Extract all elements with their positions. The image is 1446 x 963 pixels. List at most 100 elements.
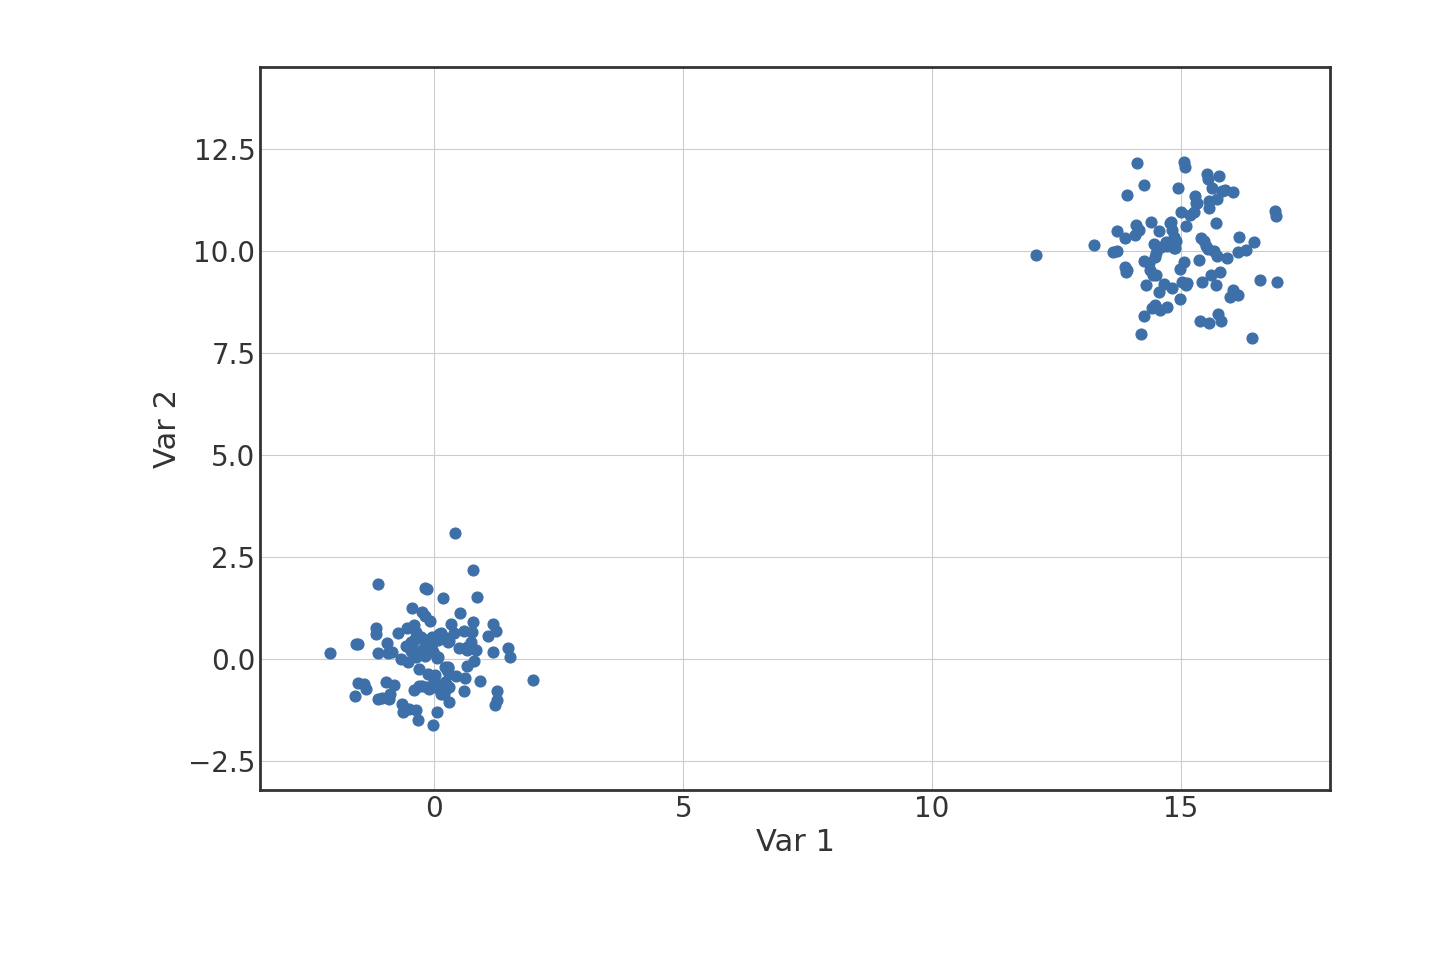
- Point: [421, 644, 444, 660]
- Point: [408, 678, 431, 693]
- Point: [1226, 244, 1249, 259]
- Point: [431, 590, 454, 606]
- Point: [386, 625, 409, 640]
- Point: [408, 662, 431, 677]
- Point: [1132, 253, 1155, 269]
- Point: [418, 681, 441, 696]
- Point: [484, 623, 508, 638]
- Point: [455, 641, 479, 657]
- Point: [1124, 227, 1147, 243]
- Point: [1183, 188, 1206, 203]
- Point: [1173, 154, 1196, 169]
- Point: [1265, 274, 1288, 290]
- Point: [353, 676, 376, 691]
- Point: [1163, 241, 1186, 256]
- Point: [1129, 326, 1152, 342]
- Point: [437, 660, 460, 675]
- Point: [1189, 230, 1212, 246]
- Point: [1116, 263, 1139, 278]
- Point: [1105, 223, 1128, 239]
- Point: [318, 646, 341, 662]
- Point: [347, 636, 370, 651]
- Point: [477, 628, 500, 643]
- Point: [1167, 181, 1190, 196]
- Point: [1219, 289, 1242, 304]
- Point: [383, 677, 406, 692]
- Point: [1150, 240, 1173, 255]
- Point: [414, 639, 437, 655]
- Point: [379, 687, 402, 702]
- Point: [390, 704, 414, 719]
- Point: [521, 672, 544, 688]
- Point: [497, 649, 521, 664]
- Point: [409, 630, 432, 645]
- Point: [422, 644, 445, 660]
- Point: [1210, 183, 1233, 198]
- Point: [1226, 287, 1249, 302]
- Point: [401, 643, 424, 659]
- Point: [1125, 217, 1148, 232]
- Point: [422, 673, 445, 689]
- Point: [1176, 274, 1199, 290]
- Point: [461, 614, 484, 630]
- Point: [1205, 216, 1228, 231]
- Point: [376, 636, 399, 651]
- Point: [1113, 265, 1137, 280]
- Point: [437, 666, 460, 682]
- Point: [483, 697, 506, 713]
- Point: [453, 683, 476, 698]
- Point: [1264, 204, 1287, 220]
- Point: [425, 650, 448, 665]
- Point: [1196, 171, 1219, 187]
- Point: [1216, 249, 1239, 265]
- Point: [411, 641, 434, 657]
- Point: [411, 678, 434, 693]
- Point: [447, 640, 470, 656]
- Point: [396, 654, 419, 669]
- Y-axis label: Var 2: Var 2: [153, 389, 182, 468]
- Point: [437, 660, 460, 675]
- Point: [1194, 239, 1218, 254]
- Point: [1174, 218, 1197, 233]
- Point: [1228, 230, 1251, 246]
- Point: [376, 645, 399, 661]
- X-axis label: Var 1: Var 1: [756, 828, 834, 857]
- Point: [418, 613, 441, 629]
- Point: [1128, 222, 1151, 238]
- Point: [1222, 283, 1245, 299]
- Point: [1241, 330, 1264, 346]
- Point: [414, 633, 437, 648]
- Point: [1082, 237, 1105, 252]
- Point: [366, 576, 389, 591]
- Point: [435, 681, 458, 696]
- Point: [466, 589, 489, 605]
- Point: [435, 677, 458, 692]
- Point: [1264, 208, 1287, 223]
- Point: [401, 601, 424, 616]
- Point: [405, 702, 428, 717]
- Point: [344, 689, 367, 704]
- Point: [364, 620, 388, 636]
- Point: [448, 606, 471, 621]
- Point: [1174, 159, 1197, 174]
- Point: [453, 624, 476, 639]
- Point: [1144, 246, 1167, 261]
- Point: [1197, 315, 1220, 330]
- Point: [444, 667, 467, 683]
- Point: [461, 562, 484, 578]
- Point: [377, 691, 401, 707]
- Point: [399, 635, 422, 650]
- Point: [464, 642, 487, 658]
- Point: [389, 651, 412, 666]
- Point: [437, 679, 460, 694]
- Point: [414, 609, 437, 624]
- Point: [435, 662, 458, 677]
- Point: [1168, 262, 1192, 277]
- Point: [1174, 277, 1197, 293]
- Point: [1192, 233, 1215, 248]
- Point: [1196, 167, 1219, 182]
- Point: [1148, 302, 1171, 318]
- Point: [1210, 313, 1233, 328]
- Point: [375, 675, 398, 690]
- Point: [1199, 268, 1222, 283]
